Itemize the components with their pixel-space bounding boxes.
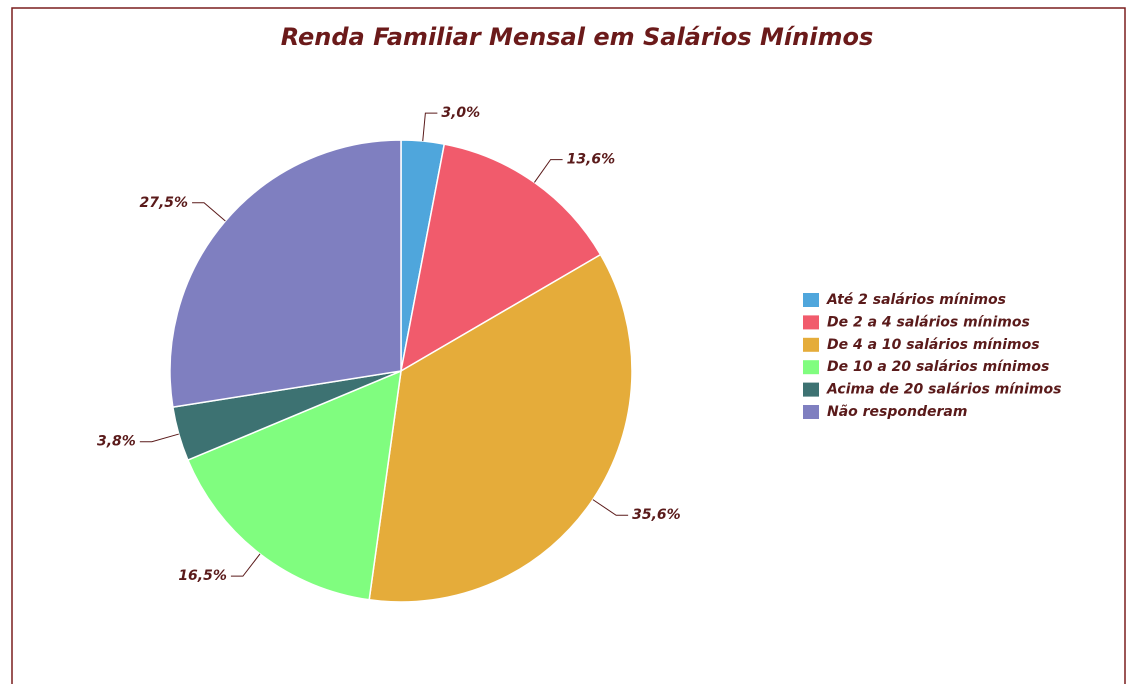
legend-swatch <box>803 405 819 419</box>
data-label: 3,0% <box>441 105 480 121</box>
data-label: 35,6% <box>632 507 681 523</box>
pie-slice <box>169 139 402 408</box>
leader-line <box>534 159 563 183</box>
legend-label: De 2 a 4 salários mínimos <box>827 314 1030 330</box>
data-label: 27,5% <box>139 195 188 211</box>
legend-swatch <box>803 293 819 307</box>
legend-swatch <box>803 382 819 397</box>
legend-label: Não responderam <box>827 404 967 420</box>
legend-swatch <box>803 360 819 375</box>
leader-line <box>139 433 179 443</box>
legend-label: De 10 a 20 salários mínimos <box>827 359 1049 375</box>
pie-slice <box>186 369 402 601</box>
leader-line <box>230 553 261 577</box>
leader-line <box>422 112 438 142</box>
data-label: 13,6% <box>567 152 616 168</box>
legend-swatch <box>803 337 819 352</box>
data-label: 16,5% <box>178 568 227 584</box>
legend-label: De 4 a 10 salários mínimos <box>827 337 1040 353</box>
chart-title: Renda Familiar Mensal em Salários Mínimo… <box>281 23 874 51</box>
leader-line <box>592 499 629 516</box>
pie-slice <box>368 253 633 603</box>
data-label: 3,8% <box>97 434 136 450</box>
leader-line <box>192 202 226 222</box>
pie-slice <box>399 143 602 373</box>
legend-label: Até 2 salários mínimos <box>826 292 1006 308</box>
legend-swatch <box>803 315 819 330</box>
legend-label: Acima de 20 salários mínimos <box>826 382 1061 398</box>
